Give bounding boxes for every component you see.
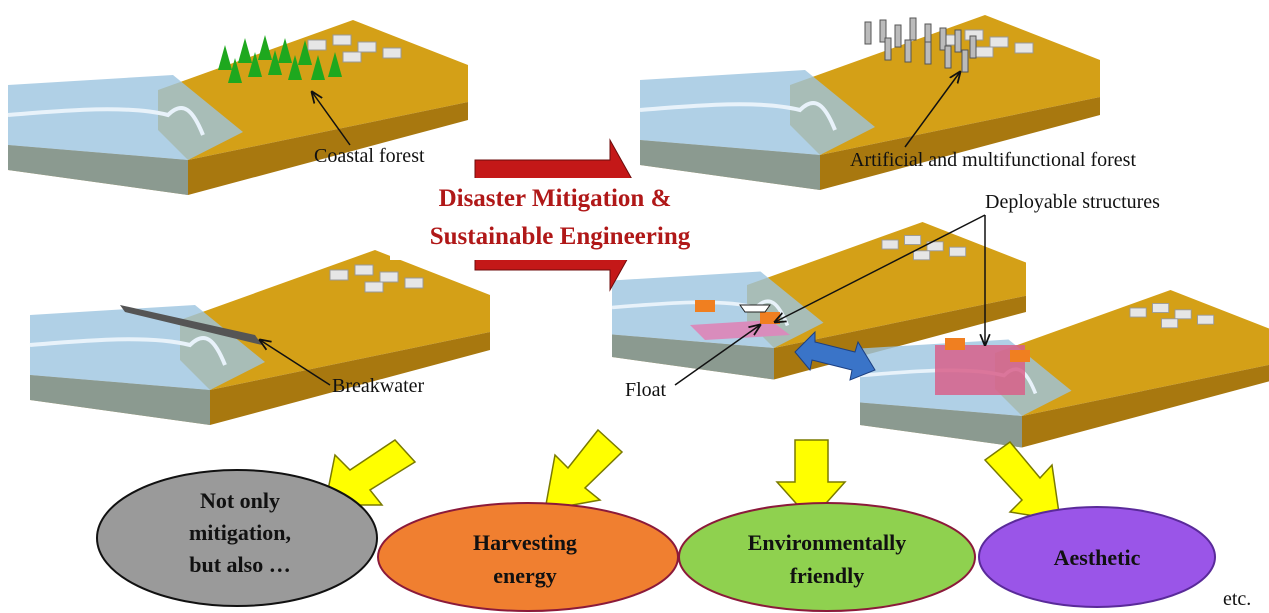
benefit-text: Environmentally xyxy=(748,530,907,555)
yellow-arrows xyxy=(324,428,1061,522)
benefit-text: Aesthetic xyxy=(1054,545,1141,570)
benefit-text: friendly xyxy=(790,563,865,588)
benefit-text: energy xyxy=(493,563,557,588)
label: Float xyxy=(625,379,667,401)
label: Artificial and multifunctional forest xyxy=(850,149,1136,171)
title-line: Sustainable Engineering xyxy=(430,223,691,250)
benefit-text: but also … xyxy=(189,552,290,577)
label: Breakwater xyxy=(332,375,425,397)
benefit-text: Not only xyxy=(200,488,280,513)
breakwater-panel xyxy=(28,248,492,427)
swap-arrow xyxy=(794,330,876,381)
label: Coastal forest xyxy=(314,145,425,167)
benefit-text: Harvesting xyxy=(473,530,577,555)
coastal-forest-panel xyxy=(6,18,470,197)
deployable-panel xyxy=(858,288,1269,450)
artificial-forest-panel xyxy=(638,13,1102,192)
label: Deployable structures xyxy=(985,191,1160,213)
title-line: Disaster Mitigation & xyxy=(439,185,672,212)
benefit-text: mitigation, xyxy=(189,520,291,545)
etc-label: etc. xyxy=(1223,588,1251,610)
